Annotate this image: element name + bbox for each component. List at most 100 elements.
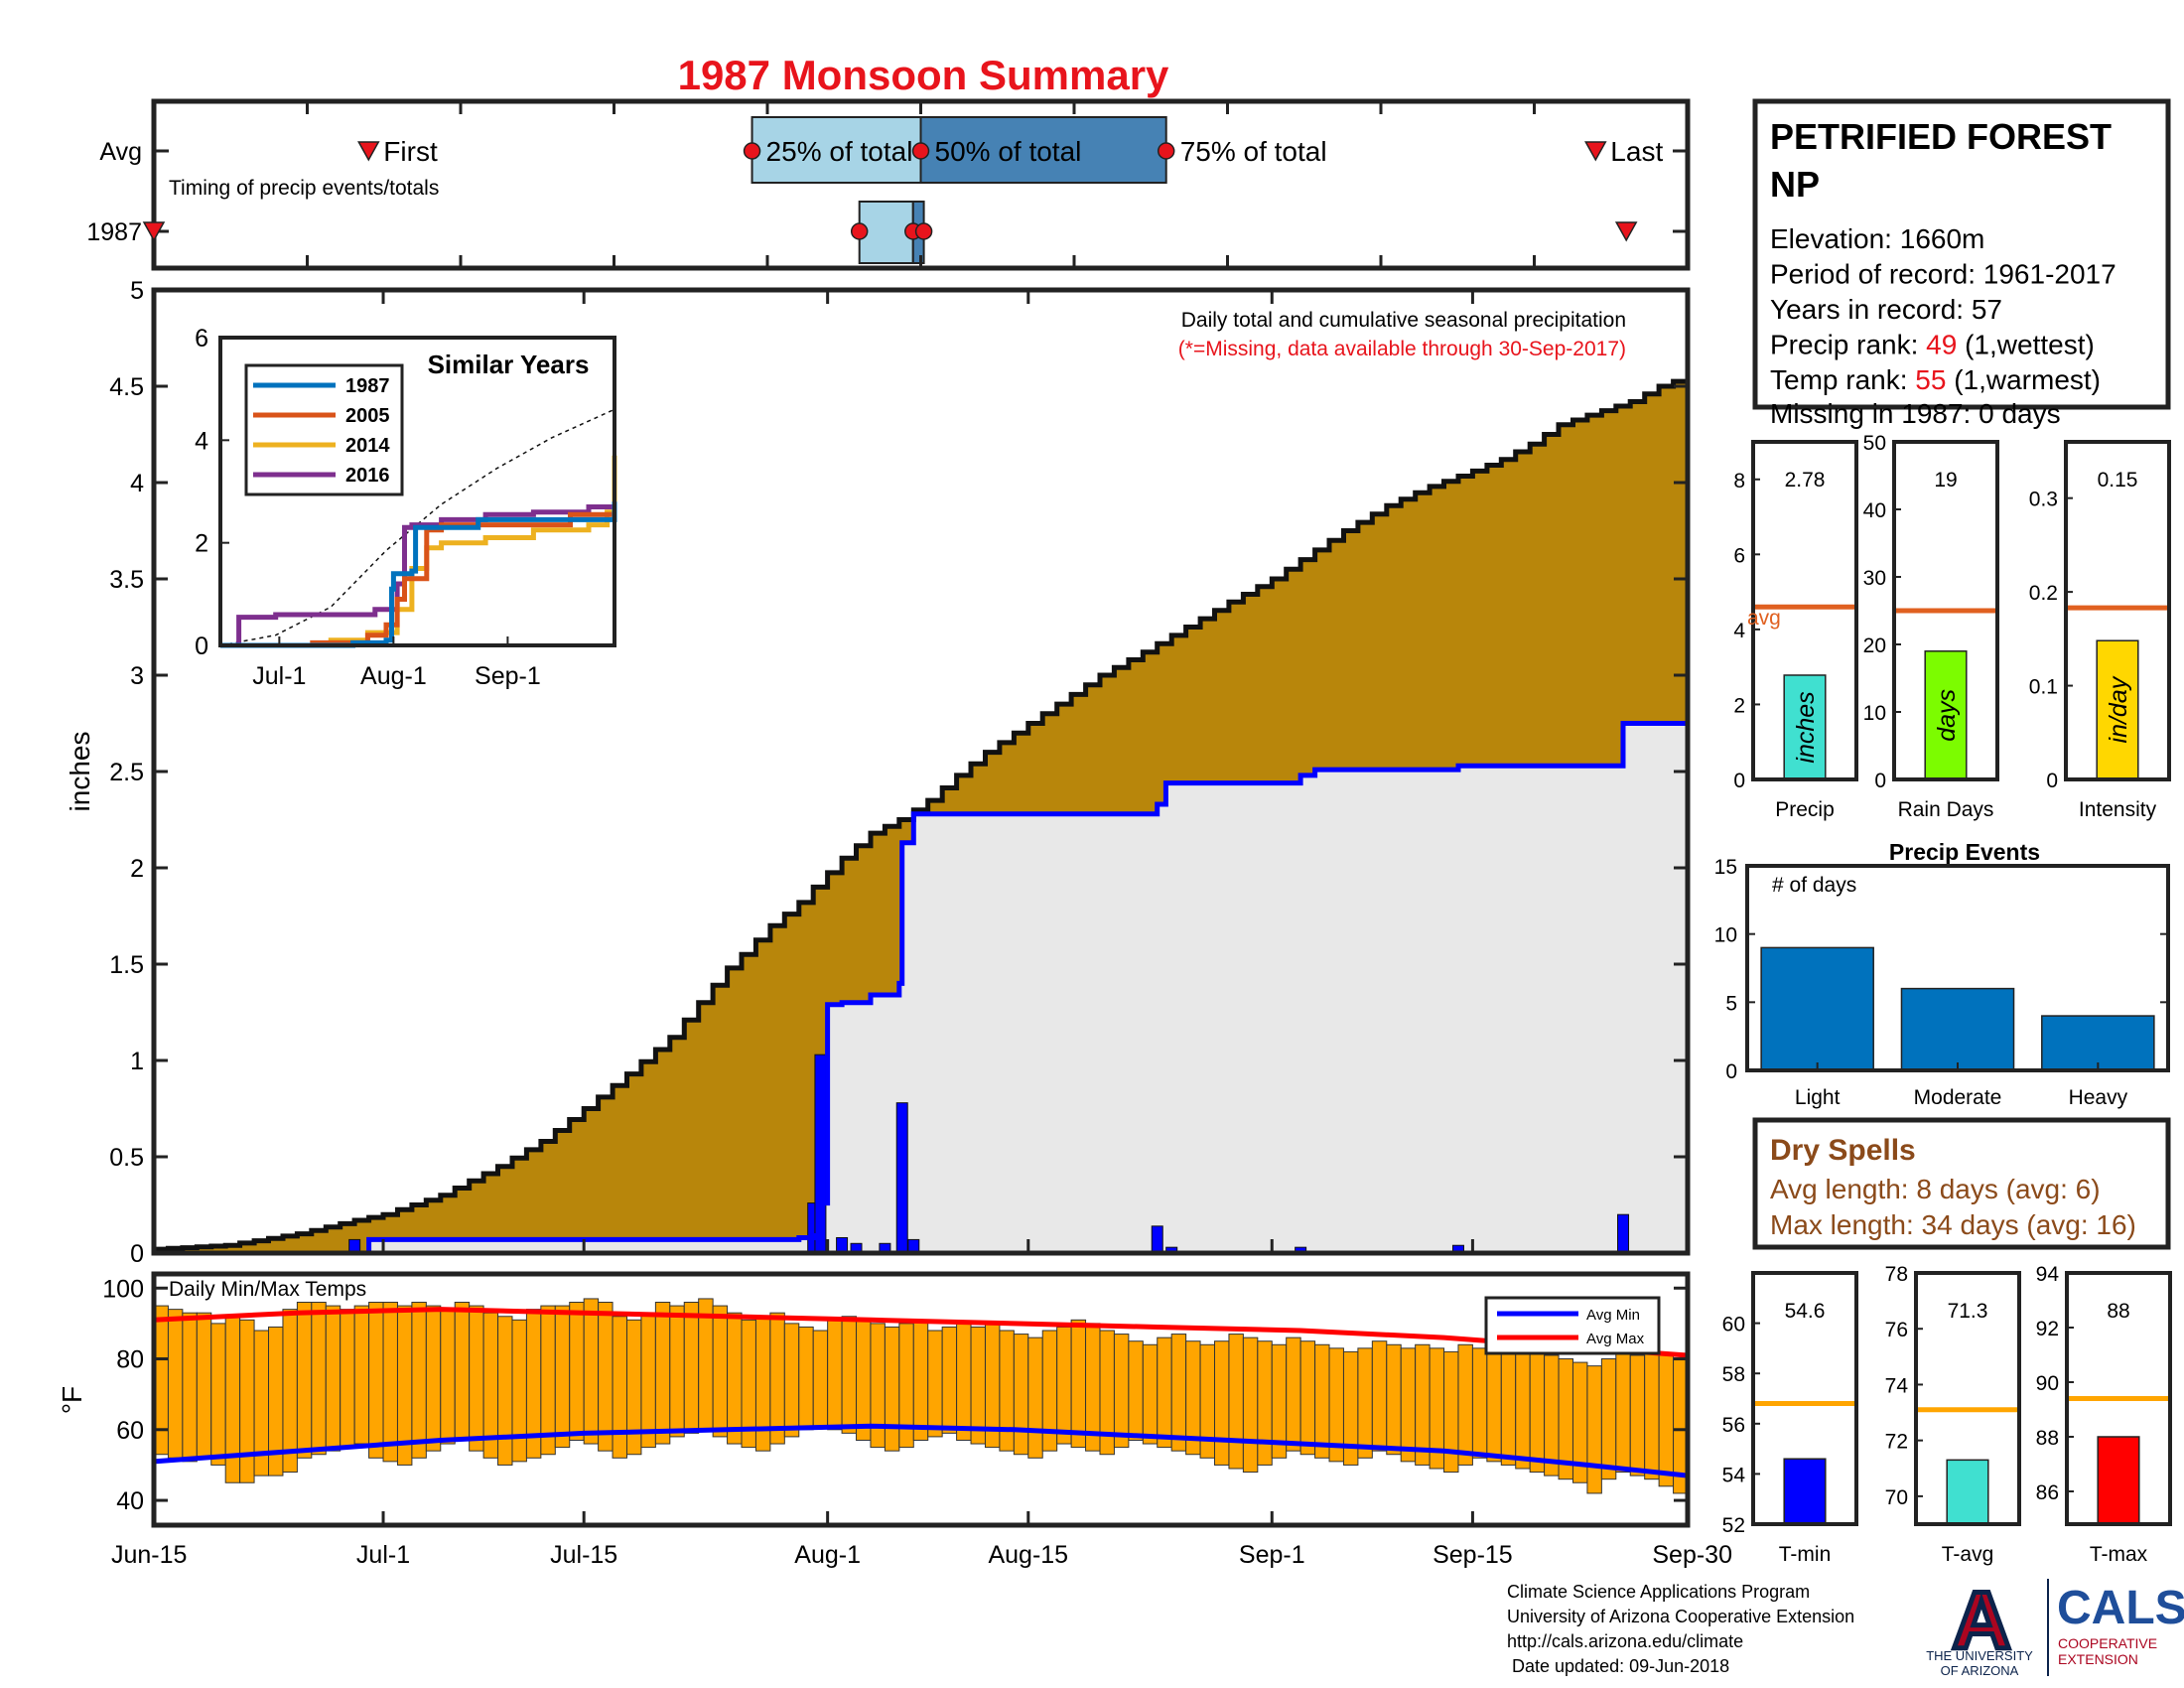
timing-panel: First 25% of total 50% of total 75% of tota…: [86, 98, 1691, 271]
temp-range-bar-32: [612, 1316, 627, 1459]
temp-range-bar-46: [812, 1330, 829, 1427]
stat-ytick-label-2-1: 0.1: [2029, 676, 2058, 699]
cumulative-ytick-label-2: 1: [130, 1048, 144, 1075]
temp-range-bar-21: [454, 1302, 471, 1441]
stat-panel-frame-2: [2064, 440, 2171, 781]
stat-bar-1: [1924, 650, 1968, 780]
temp-range-bar-48: [841, 1316, 858, 1434]
station-line-label-3: Precip rank:: [1770, 330, 1926, 360]
footer-line-4: Date updated: 09-Jun-2018: [1507, 1656, 1729, 1676]
stat-ytick-label-2-4: 94: [2036, 1263, 2060, 1286]
cumulative-ytick-label-0: 0: [130, 1240, 144, 1268]
cumulative-ytick-label-9: 4.5: [109, 373, 144, 401]
event-bar-heavy: [2041, 1015, 2155, 1071]
temp-range-bar-92: [1471, 1347, 1488, 1459]
temp-range-bar-80: [1299, 1340, 1316, 1456]
stat-ytick-label-0-0: 0: [1733, 770, 1745, 792]
temp-range-bar-30: [583, 1298, 600, 1445]
footer-line-1: Climate Science Applications Program: [1507, 1582, 1810, 1602]
temp-range-bar-1: [167, 1309, 184, 1459]
legend-avg-max-label: Avg Max: [1586, 1331, 1645, 1347]
precip-note: Daily total and cumulative seasonal prec…: [1181, 309, 1626, 332]
temp-range-bar-36: [669, 1305, 685, 1438]
stat-unit-1: days: [1933, 689, 1961, 742]
stat-panel-frame-2: [2065, 1271, 2172, 1526]
temp-range-bar-70: [1157, 1336, 1172, 1449]
legend-label-2014: 2014: [345, 435, 390, 457]
cals-logo: CALS COOPERATIVE EXTENSION: [2057, 1582, 2184, 1667]
temp-range-bar-79: [1286, 1336, 1301, 1452]
station-line-suffix-3: (1,wettest): [1957, 330, 2094, 360]
temp-range-bar-35: [654, 1302, 671, 1445]
figure-title: 1987 Monsoon Summary: [678, 52, 1169, 98]
stat-label-0: Precip: [1775, 798, 1835, 821]
footer-line-3: http://cals.arizona.edu/climate: [1507, 1631, 1743, 1651]
avg-first-label: First: [383, 136, 438, 167]
temp-range-bar-94: [1500, 1343, 1517, 1466]
stat-panel-rain-days: 0 10 20 30 40 50 19 Rain Days days: [1863, 432, 1999, 821]
temp-range-bar-64: [1070, 1319, 1087, 1449]
stat-bar-2: [2097, 1436, 2140, 1525]
stat-ytick-label-0-1: 54: [1722, 1464, 1746, 1486]
temp-range-bar-75: [1228, 1334, 1244, 1470]
stat-label-1: T-avg: [1942, 1543, 1994, 1566]
stat-ytick-label-0-2: 56: [1722, 1414, 1745, 1437]
station-line-value-3: 49: [1926, 330, 1957, 360]
inset-xtick-label-2: Sep-1: [475, 662, 541, 690]
dry-spells-frame: [1752, 1117, 2171, 1250]
stat-bar-2: [2096, 639, 2139, 780]
event-label-light: Light: [1795, 1086, 1841, 1109]
avg-first-marker: [357, 141, 380, 162]
temp-range-bar-49: [856, 1319, 872, 1441]
station-line-label-4: Temp rank:: [1770, 364, 1915, 395]
temp-range-bar-16: [382, 1302, 398, 1463]
legend-label-2005: 2005: [345, 405, 390, 427]
stat-ytick-label-1-0: 0: [1874, 770, 1886, 792]
temp-range-bar-53: [912, 1319, 929, 1441]
similar-years-axis: 0 2 4 6 Jul-1 Aug-1 Sep-1: [195, 325, 541, 690]
temps-ytick-label-0: 40: [116, 1487, 144, 1515]
stat-ytick-label-0-4: 8: [1733, 470, 1745, 492]
temp-range-bar-19: [425, 1305, 442, 1452]
event-ytick-label-0: 0: [1725, 1060, 1737, 1083]
inset-ytick-label-0: 0: [195, 633, 208, 660]
temp-range-bar-11: [311, 1302, 327, 1456]
cumulative-ytick-label-6: 3: [130, 662, 144, 690]
temp-range-bar-24: [497, 1316, 513, 1466]
temp-range-bar-43: [769, 1312, 785, 1445]
temp-range-bar-61: [1027, 1336, 1043, 1459]
avg-75-marker: [1157, 142, 1175, 160]
temp-range-bar-105: [1658, 1354, 1675, 1487]
station-line-0: Elevation: 1660m: [1770, 223, 1984, 254]
temp-range-bar-14: [353, 1305, 370, 1445]
avg-50-label: 50% of total: [935, 136, 1082, 167]
similar-years-plot-area: [219, 408, 617, 648]
stat-panel-precip: 0 2 4 6 8 2.78 Precip inches avg: [1733, 440, 1858, 821]
year-last-marker: [1614, 221, 1638, 242]
ua-block-a-outline: A: [1952, 1576, 2010, 1666]
temp-range-bar-25: [511, 1319, 527, 1463]
year-75-marker: [914, 222, 933, 240]
daily-precip-bar-10: [1151, 1225, 1163, 1254]
avg-50-marker: [911, 142, 930, 160]
temps-xtick-label-0: Jun-15: [111, 1541, 187, 1569]
temps-legend-box: [1484, 1296, 1661, 1355]
avg-min-temp-line: [153, 1423, 1689, 1478]
temps-xtick-label-6: Sep-15: [1433, 1541, 1513, 1569]
temps-xtick-label-2: Jul-15: [550, 1541, 617, 1569]
stat-ytick-label-2-2: 0.2: [2029, 582, 2058, 605]
temp-range-bar-97: [1544, 1354, 1560, 1477]
timing-row-label-avg: Avg: [99, 138, 142, 166]
temp-range-bar-55: [941, 1326, 958, 1434]
temps-ytick-label-2: 80: [116, 1346, 144, 1374]
similar-years-legend: 1987 2005 2014 2016: [253, 375, 390, 487]
temp-range-bar-6: [239, 1319, 255, 1483]
year-cumulative-line: [154, 719, 1691, 1256]
station-missing-days: Missing in 1987: 0 days: [1770, 398, 2061, 429]
temp-range-bar-87: [1400, 1347, 1417, 1463]
station-line-suffix-4: (1,warmest): [1946, 364, 2101, 395]
temp-range-bar-9: [282, 1309, 298, 1474]
stat-value-2: 88: [2107, 1300, 2129, 1323]
temp-range-bar-2: [182, 1312, 198, 1463]
